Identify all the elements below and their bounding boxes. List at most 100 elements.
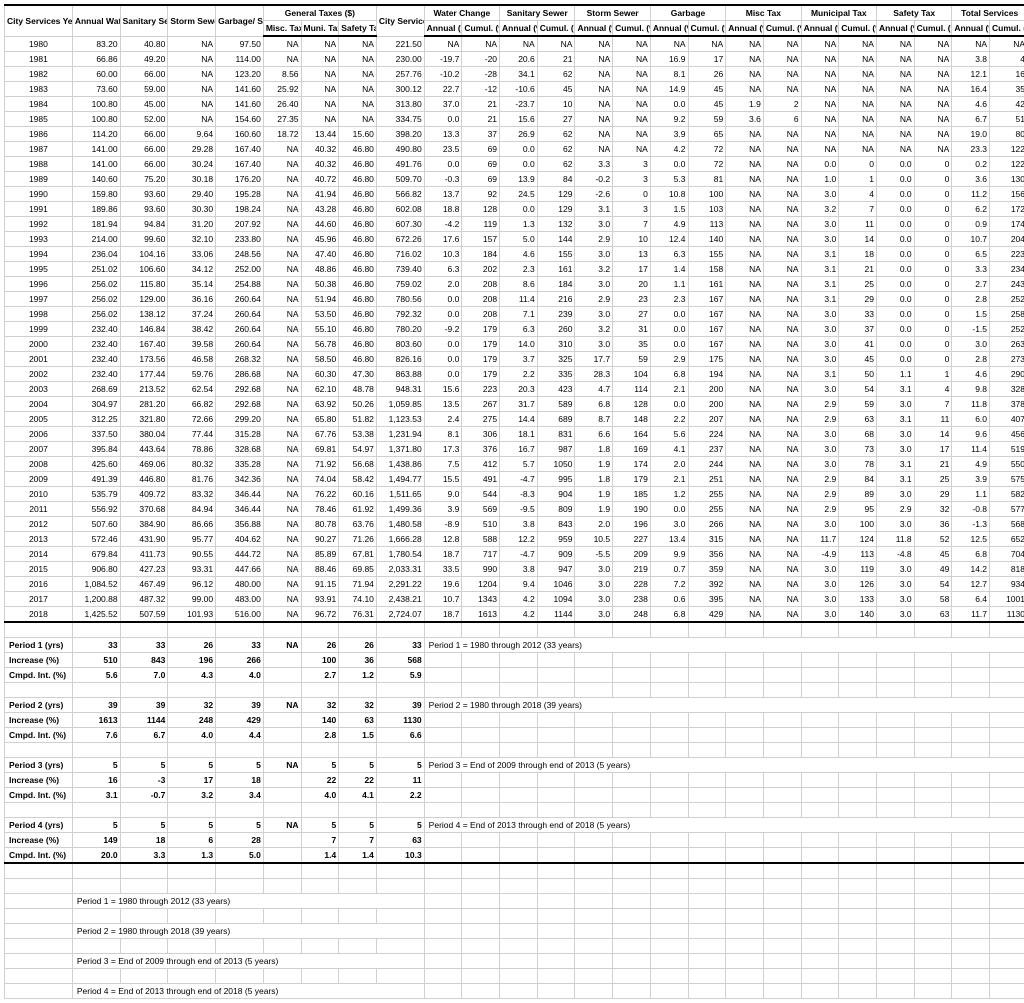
cell: 948.31 (376, 382, 424, 397)
cell (462, 683, 500, 698)
cell (801, 909, 839, 924)
cell (424, 773, 462, 788)
cell: 18 (120, 833, 168, 848)
cell (914, 683, 952, 698)
cell: 1.1 (876, 367, 914, 382)
cell: NA (168, 112, 216, 127)
cell: 5 (72, 818, 120, 833)
cell (339, 879, 377, 894)
cell: 238 (613, 592, 651, 607)
cell: NA (763, 517, 801, 532)
cell: 84 (537, 172, 575, 187)
hdr-garbch: Garbage (650, 5, 725, 21)
cell: 292.68 (216, 382, 264, 397)
cell: NA (726, 187, 764, 202)
cell: 3.1 (876, 382, 914, 397)
cell: 1990 (5, 187, 73, 202)
cell (424, 924, 462, 939)
cell: 204 (990, 232, 1024, 247)
cell (5, 909, 73, 924)
cell: 3.1 (801, 247, 839, 262)
cell: 3.2 (801, 202, 839, 217)
cell: 4.3 (168, 668, 216, 683)
cell (876, 668, 914, 683)
cell: 10.8 (650, 187, 688, 202)
cell (876, 833, 914, 848)
cell (952, 879, 990, 894)
cell: 4.4 (216, 728, 264, 743)
city-services-table: City Services Year Annual Water Cost ($)… (4, 4, 1024, 999)
cmpd-label: Cmpd. Int. (%) (5, 668, 73, 683)
cell: 36.16 (168, 292, 216, 307)
cell (613, 653, 651, 668)
cell: NA (876, 36, 914, 52)
hdr-water: Annual Water Cost ($) (72, 5, 120, 36)
cell: 18.72 (263, 127, 301, 142)
sub-cum: Cumul. (%) (688, 21, 726, 37)
cell: 1,059.85 (376, 397, 424, 412)
cell: 9.0 (424, 487, 462, 502)
hdr-storm: Storm Sewer Cost ($) (168, 5, 216, 36)
cell: 31.7 (500, 397, 538, 412)
cell: 113 (688, 217, 726, 232)
cell: 207.92 (216, 217, 264, 232)
cell: 1,480.58 (376, 517, 424, 532)
period-label: Period 3 (yrs) (5, 758, 73, 773)
cell (500, 894, 538, 909)
cell (990, 984, 1024, 999)
cell: 141.00 (72, 142, 120, 157)
cell: NA (301, 36, 339, 52)
cell: 167 (688, 292, 726, 307)
cell: 1.9 (575, 457, 613, 472)
cell: NA (726, 547, 764, 562)
cell (688, 984, 726, 999)
cell: 0 (914, 307, 952, 322)
cell: 260 (537, 322, 575, 337)
cell: 356.88 (216, 517, 264, 532)
cell (952, 833, 990, 848)
cell: NA (763, 292, 801, 307)
cell: 0.0 (650, 307, 688, 322)
cell: 140 (839, 607, 877, 623)
cell (575, 939, 613, 954)
cell: NA (726, 142, 764, 157)
cell: 268.32 (216, 352, 264, 367)
cell: NA (424, 36, 462, 52)
cell (613, 863, 651, 879)
cell (839, 622, 877, 638)
cell: NA (763, 277, 801, 292)
cell: 1,200.88 (72, 592, 120, 607)
cell: 252 (990, 322, 1024, 337)
table-row: 1999232.40146.8438.42260.64NA55.1046.807… (5, 322, 1024, 337)
cell (5, 939, 73, 954)
cell: 114 (613, 382, 651, 397)
cell: 129 (537, 187, 575, 202)
cell (500, 773, 538, 788)
cell: 133 (839, 592, 877, 607)
cell: NA (763, 67, 801, 82)
cell (650, 984, 688, 999)
cell: 0 (914, 337, 952, 352)
cell: -5.5 (575, 547, 613, 562)
cell: 1204 (462, 577, 500, 592)
cell (990, 909, 1024, 924)
cell (688, 894, 726, 909)
cell (72, 803, 120, 818)
cell (120, 969, 168, 984)
cell: 1.8 (575, 442, 613, 457)
table-row: 1987141.0066.0029.28167.40NA40.3246.8049… (5, 142, 1024, 157)
cell: 234 (990, 262, 1024, 277)
cell: NA (263, 367, 301, 382)
cell: -10.2 (424, 67, 462, 82)
cell: 803.60 (376, 337, 424, 352)
cell: 427.23 (120, 562, 168, 577)
cell: 2 (763, 97, 801, 112)
cell: NA (263, 577, 301, 592)
cell: NA (763, 36, 801, 52)
cell (650, 894, 688, 909)
cell (216, 743, 264, 758)
cell: 27 (537, 112, 575, 127)
cell: 2.9 (801, 472, 839, 487)
cell: 158 (688, 262, 726, 277)
cell: 12.5 (952, 532, 990, 547)
